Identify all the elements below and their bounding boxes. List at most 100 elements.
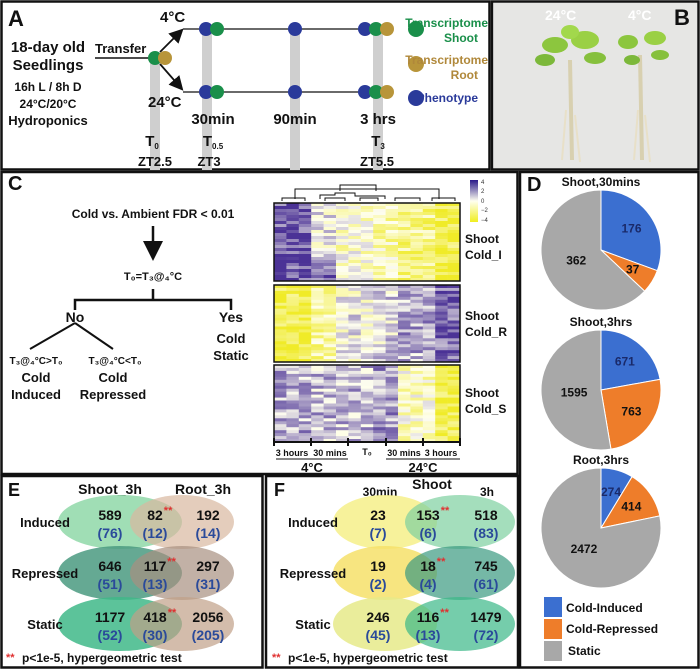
heatmap-cell [398, 400, 411, 404]
heatmap-cell [311, 239, 324, 243]
heatmap-cell [336, 344, 349, 348]
heatmap-cell [274, 320, 287, 324]
heatmap-cell [373, 385, 386, 389]
heatmap-cell [348, 215, 362, 219]
heatmap-cell [336, 391, 349, 395]
heatmap-cell [435, 326, 448, 330]
heatmap-cell [311, 418, 324, 422]
heatmap-cell [447, 230, 461, 234]
heatmap-cell [336, 373, 349, 378]
significance-marker: ** [168, 607, 177, 619]
heatmap-cell [286, 415, 300, 419]
heatmap-cell [360, 305, 374, 309]
venn-count: 2056 [192, 609, 223, 625]
gold-dot-icon [408, 56, 424, 72]
heatmap-cell [311, 269, 324, 273]
heatmap-cell [435, 379, 448, 384]
heatmap-cell [422, 245, 436, 249]
seedling-label: 18-day old [11, 39, 85, 56]
heatmap-cell [435, 215, 448, 219]
heatmap-cell [422, 376, 436, 381]
heatmap-cell [274, 299, 287, 304]
heatmap-cell [410, 285, 424, 289]
heatmap-cell [422, 388, 436, 392]
legend-label: Transcriptome [405, 16, 488, 30]
heatmap-cell [435, 385, 448, 389]
heatmap-cell [336, 365, 349, 369]
heatmap-cell [286, 251, 300, 255]
heatmap-cell [286, 433, 300, 437]
heatmap-cell [410, 370, 424, 375]
pie-title: Root,3hrs [573, 453, 629, 467]
heatmap-cell [323, 248, 337, 252]
heatmap-cell [348, 376, 362, 381]
heatmap-cell [323, 356, 337, 360]
heatmap-cell [311, 227, 324, 231]
heatmap-cell [298, 403, 312, 407]
heatmap-cell [311, 257, 324, 261]
heatmap-cell [360, 368, 374, 372]
heatmap-cell [410, 427, 424, 431]
heatmap-cell [298, 359, 312, 363]
heatmap-cell [385, 430, 399, 434]
heatmap-cell [298, 439, 312, 443]
heatmap-cell [348, 221, 362, 225]
heatmap-cell [360, 421, 374, 425]
venn-bg-count: (52) [98, 627, 123, 643]
heatmap-cell [373, 415, 386, 419]
heatmap-cell [274, 245, 287, 249]
heatmap-cell [311, 248, 324, 252]
heatmap-cell [348, 368, 362, 372]
venn-count: 745 [474, 558, 498, 574]
heatmap-cell [323, 385, 337, 389]
venn-bg-count: (2) [369, 576, 386, 592]
heatmap-cell [311, 308, 324, 312]
heatmap-cell [435, 218, 448, 222]
heatmap-cell [311, 218, 324, 222]
heatmap-cell [435, 415, 448, 419]
heatmap-cell [410, 347, 424, 351]
heatmap-cell [336, 218, 349, 222]
heatmap-cell [298, 206, 312, 210]
heatmap-cell [274, 260, 287, 264]
heatmap-cell [311, 245, 324, 249]
heatmap-cell [286, 326, 300, 330]
heatmap-cell [373, 239, 386, 243]
heatmap-cell [348, 224, 362, 228]
heatmap-cell [447, 248, 461, 252]
heatmap-cell [311, 206, 324, 210]
heatmap-cell [348, 335, 362, 339]
heatmap-cell [274, 359, 287, 363]
heatmap-cell [360, 224, 374, 228]
green-dot-icon [408, 21, 424, 37]
heatmap-cell [274, 311, 287, 315]
heatmap-cell [410, 406, 424, 410]
heatmap-cell [435, 335, 448, 339]
heatmap-cell [422, 359, 436, 363]
heatmap-cell [348, 275, 362, 279]
heatmap-cell [435, 323, 448, 327]
legend-label: Cold-Repressed [566, 622, 658, 636]
heatmap-cell [336, 224, 349, 228]
heatmap-cell [435, 203, 448, 207]
heatmap-cell [435, 227, 448, 231]
heatmap-cell [410, 350, 424, 354]
heatmap-cell [373, 302, 386, 307]
heatmap-cell [348, 269, 362, 273]
heatmap-cell [298, 430, 312, 434]
heatmap-cell [298, 365, 312, 369]
heatmap-cell [385, 257, 399, 261]
heatmap-cell [447, 245, 461, 249]
heatmap-cell [422, 215, 436, 219]
heatmap-cell [360, 263, 374, 267]
heatmap-cell [422, 278, 436, 282]
heatmap-cell [348, 323, 362, 327]
heatmap-cell [373, 332, 386, 336]
heatmap-cell [336, 427, 349, 431]
heatmap-cell [422, 373, 436, 378]
heatmap-cell [323, 245, 337, 249]
heatmap-cell [398, 359, 411, 363]
heatmap-cell [336, 236, 349, 240]
heatmap-cell [274, 323, 287, 327]
heatmap-cell [298, 412, 312, 416]
